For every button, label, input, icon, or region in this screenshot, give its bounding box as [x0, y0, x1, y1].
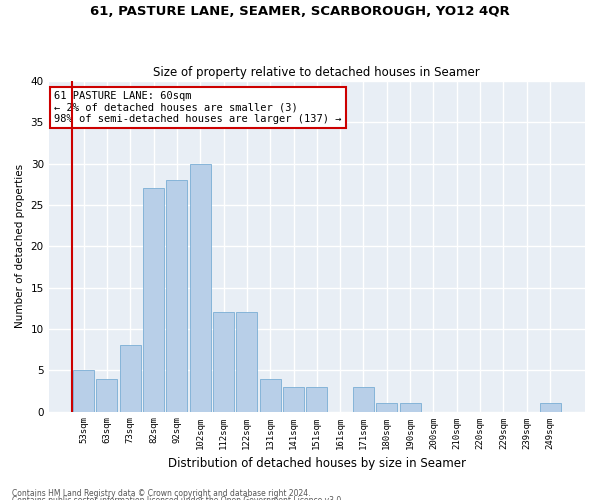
Bar — [143, 188, 164, 412]
Bar — [236, 312, 257, 412]
Bar — [213, 312, 234, 412]
Y-axis label: Number of detached properties: Number of detached properties — [15, 164, 25, 328]
Bar — [539, 404, 560, 411]
Bar — [260, 378, 281, 412]
Title: Size of property relative to detached houses in Seamer: Size of property relative to detached ho… — [154, 66, 480, 78]
Bar — [190, 164, 211, 412]
Bar — [376, 404, 397, 411]
Text: 61, PASTURE LANE, SEAMER, SCARBOROUGH, YO12 4QR: 61, PASTURE LANE, SEAMER, SCARBOROUGH, Y… — [90, 5, 510, 18]
Bar — [307, 387, 328, 411]
X-axis label: Distribution of detached houses by size in Seamer: Distribution of detached houses by size … — [168, 457, 466, 470]
Text: Contains HM Land Registry data © Crown copyright and database right 2024.: Contains HM Land Registry data © Crown c… — [12, 488, 311, 498]
Bar — [97, 378, 118, 412]
Bar — [400, 404, 421, 411]
Bar — [166, 180, 187, 412]
Bar — [73, 370, 94, 412]
Bar — [120, 346, 140, 412]
Text: 61 PASTURE LANE: 60sqm
← 2% of detached houses are smaller (3)
98% of semi-detac: 61 PASTURE LANE: 60sqm ← 2% of detached … — [54, 91, 341, 124]
Text: Contains public sector information licensed under the Open Government Licence v3: Contains public sector information licen… — [12, 496, 344, 500]
Bar — [353, 387, 374, 411]
Bar — [283, 387, 304, 411]
